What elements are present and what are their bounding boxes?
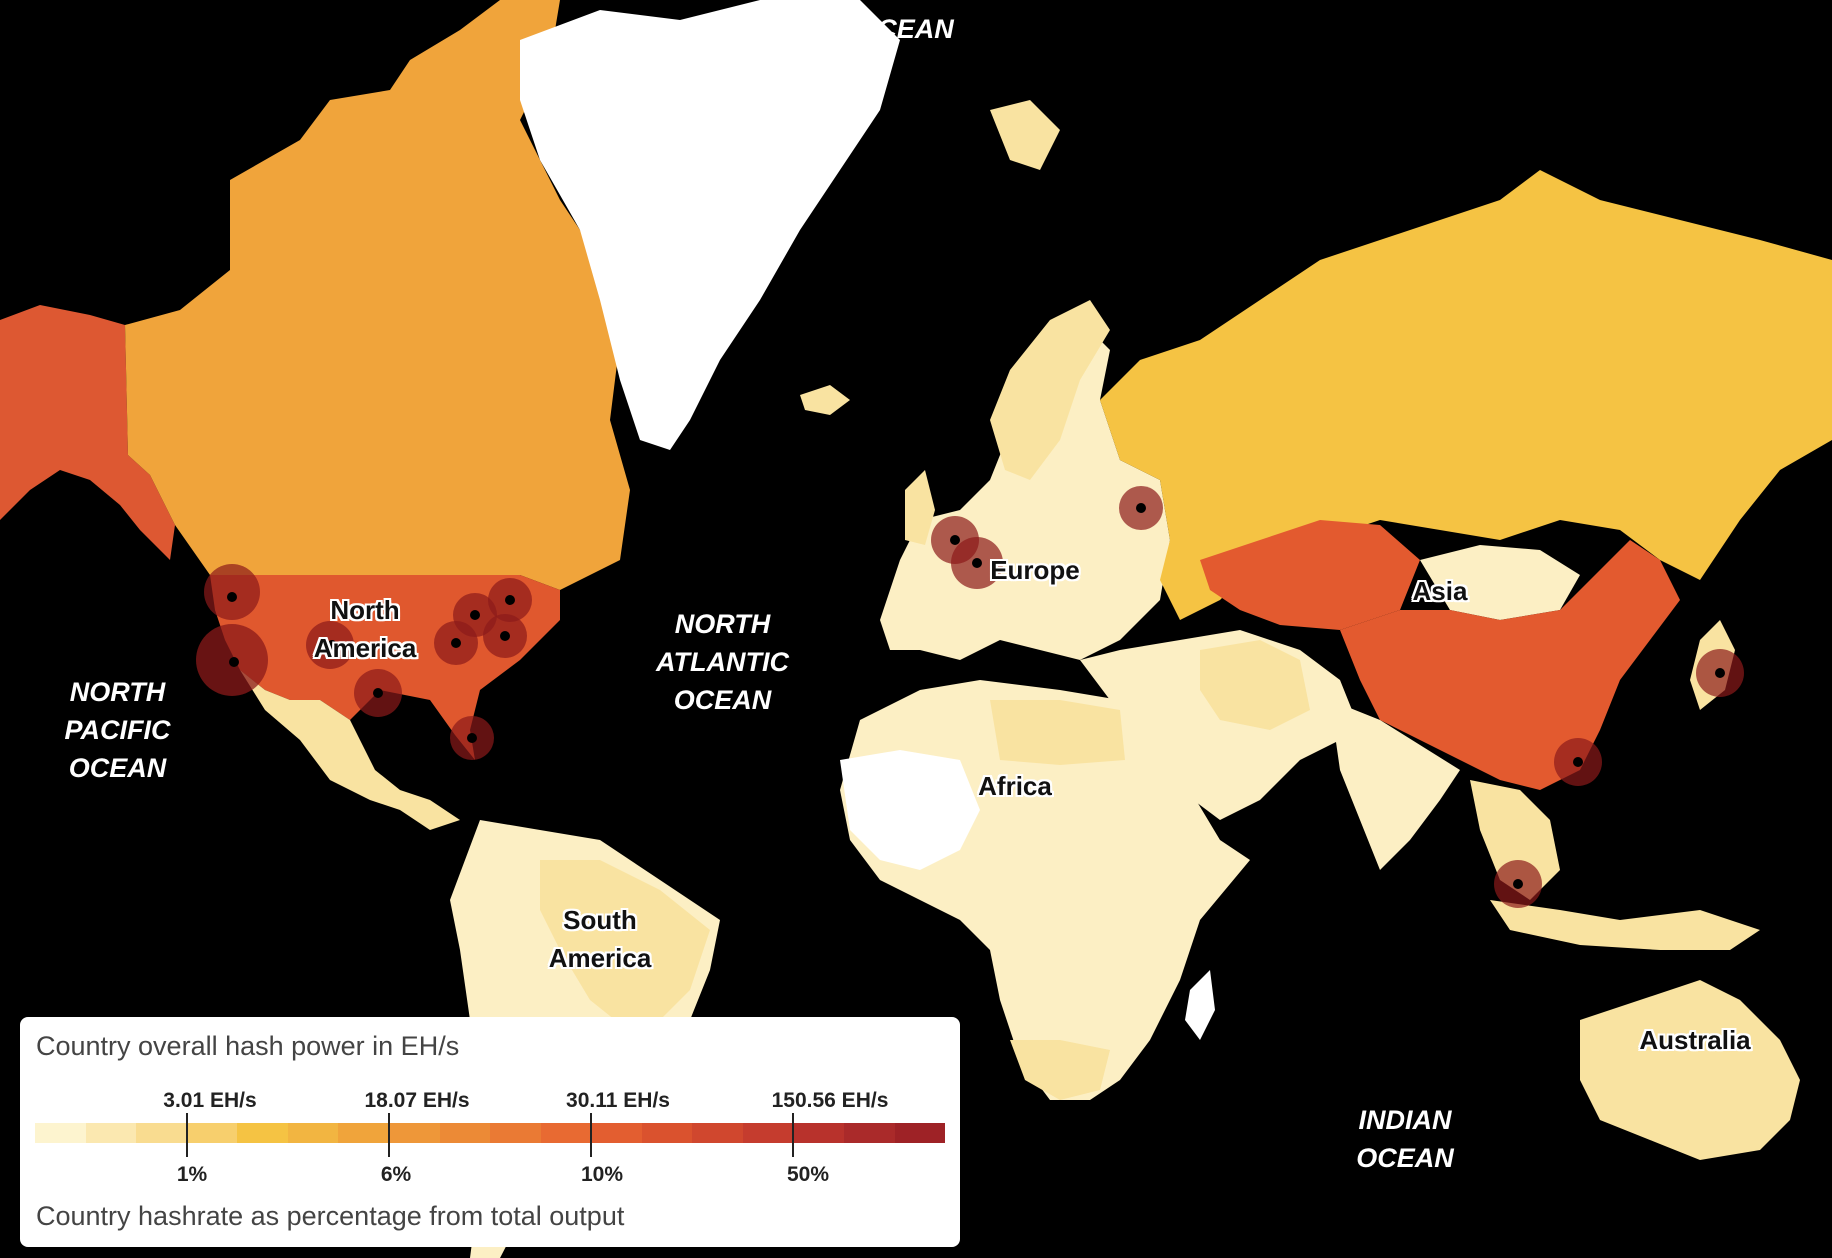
legend-swatch <box>641 1123 693 1143</box>
legend-pct-label: 50% <box>786 1163 830 1186</box>
legend-tick <box>186 1113 188 1157</box>
region-west-africa[interactable] <box>840 750 980 870</box>
region-southeast-asia[interactable] <box>1470 780 1560 900</box>
marker[interactable] <box>483 614 527 658</box>
region-australia[interactable] <box>1580 980 1800 1160</box>
marker[interactable] <box>1696 649 1744 697</box>
region-indonesia[interactable] <box>1490 900 1760 950</box>
legend-swatch <box>591 1123 642 1143</box>
marker[interactable] <box>196 624 268 696</box>
region-iceland[interactable] <box>800 385 850 415</box>
legend-ehs-label: 18.07 EH/s <box>364 1089 470 1112</box>
ocean-label-north-atlantic: NORTH ATLANTIC OCEAN <box>656 609 789 715</box>
legend-swatch <box>742 1123 794 1143</box>
continent-label-north-america: North America <box>313 595 417 663</box>
marker[interactable] <box>450 716 494 760</box>
region-canada[interactable] <box>125 0 630 590</box>
region-south-africa[interactable] <box>1010 1040 1110 1100</box>
region-india[interactable] <box>1330 700 1460 870</box>
legend-title-bottom: Country hashrate as percentage from tota… <box>36 1201 625 1231</box>
region-greenland[interactable] <box>520 0 900 450</box>
region-madagascar[interactable] <box>1185 970 1215 1040</box>
legend-title-top: Country overall hash power in EH/s <box>36 1031 460 1061</box>
legend-swatch <box>35 1123 86 1143</box>
legend-swatch <box>793 1123 844 1143</box>
region-uk[interactable] <box>905 470 935 545</box>
legend-swatch <box>540 1123 592 1143</box>
legend-ehs-label: 150.56 EH/s <box>771 1089 889 1112</box>
legend-tick <box>388 1113 390 1157</box>
region-brazil[interactable] <box>540 860 710 1040</box>
legend-pct-label: 10% <box>580 1163 624 1186</box>
mining-markers <box>196 486 1744 908</box>
legend-swatch <box>439 1123 491 1143</box>
continent-label-australia: Australia <box>1639 1025 1751 1055</box>
legend-swatch <box>692 1123 743 1143</box>
region-svalbard[interactable] <box>990 100 1060 170</box>
region-russia[interactable] <box>1100 170 1832 620</box>
continent-label-europe: Europe <box>990 555 1080 585</box>
legend-ehs-label: 30.11 EH/s <box>566 1089 670 1112</box>
region-iran[interactable] <box>1200 640 1310 730</box>
ocean-label-north-pacific: NORTH PACIFIC OCEAN <box>64 677 171 783</box>
legend-swatch <box>490 1123 541 1143</box>
legend-swatch <box>237 1123 288 1143</box>
region-europe[interactable] <box>880 320 1170 660</box>
marker[interactable] <box>306 621 354 669</box>
region-alaska[interactable] <box>0 305 175 560</box>
marker[interactable] <box>951 537 1003 589</box>
marker[interactable] <box>354 669 402 717</box>
legend-pct-label: 1% <box>176 1163 208 1186</box>
ocean-label-arctic: OCEAN <box>856 14 954 44</box>
region-libya-egypt[interactable] <box>990 700 1125 765</box>
legend-ehs-label: 3.01 EH/s <box>163 1089 257 1112</box>
legend-tick <box>590 1113 592 1157</box>
marker[interactable] <box>204 564 260 620</box>
legend-swatch <box>388 1123 440 1143</box>
legend: Country overall hash power in EH/s 3.01 … <box>20 1017 960 1247</box>
legend-swatch <box>287 1123 339 1143</box>
ocean-label-indian: INDIAN OCEAN <box>1356 1105 1454 1173</box>
marker[interactable] <box>1494 860 1542 908</box>
continent-label-africa: Africa <box>978 771 1052 801</box>
marker[interactable] <box>488 578 532 622</box>
marker[interactable] <box>1554 738 1602 786</box>
marker[interactable] <box>1119 486 1163 530</box>
legend-pct-label: 6% <box>380 1163 412 1186</box>
continent-label-asia: Asia <box>1412 576 1468 606</box>
region-kazakhstan[interactable] <box>1200 520 1420 630</box>
region-china[interactable] <box>1340 540 1680 790</box>
legend-tick <box>792 1113 794 1157</box>
legend-swatch <box>85 1123 137 1143</box>
legend-swatch <box>894 1123 946 1143</box>
legend-color-scale <box>35 1123 946 1143</box>
region-scandinavia[interactable] <box>990 300 1110 480</box>
region-mexico[interactable] <box>240 670 460 830</box>
continent-label-south-america: South America <box>548 905 652 973</box>
legend-swatch <box>136 1123 187 1143</box>
legend-swatch <box>844 1123 895 1143</box>
legend-swatch <box>338 1123 389 1143</box>
region-mongolia[interactable] <box>1420 545 1580 620</box>
marker[interactable] <box>434 621 478 665</box>
legend-swatch <box>186 1123 238 1143</box>
